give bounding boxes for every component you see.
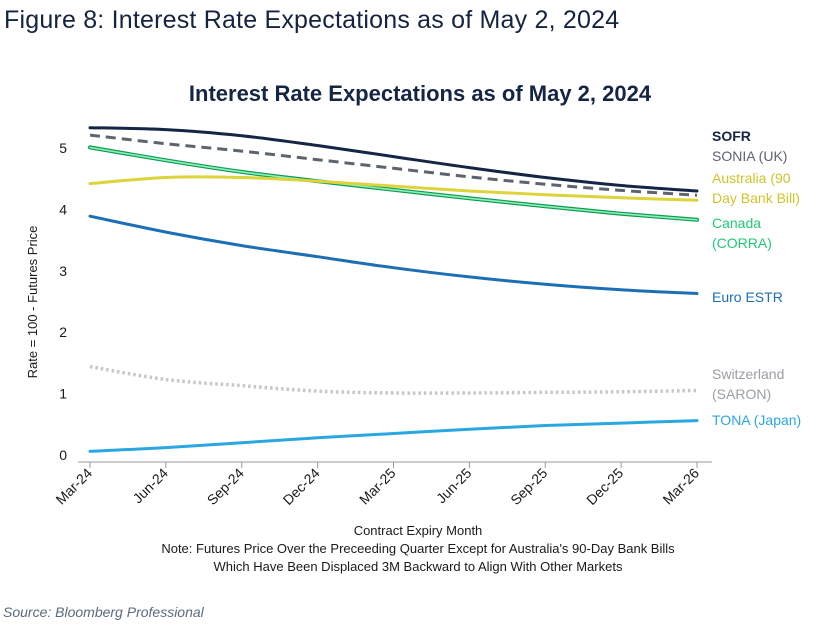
y-axis-title: Rate = 100 - Futures Price (25, 226, 40, 379)
series-label-canada-corra: Canada (712, 215, 761, 231)
x-tick-label: Jun-25 (433, 465, 475, 507)
y-tick-label: 3 (59, 263, 67, 279)
x-tick-label: Mar-24 (52, 465, 95, 508)
note-line-1: Note: Futures Price Over the Preceeding … (161, 541, 675, 556)
series-label-australia-90-day-bank-bill: Australia (90 (712, 170, 791, 186)
y-tick-label: 4 (59, 201, 67, 217)
y-tick-label: 2 (59, 324, 67, 340)
series-labels: SOFR SONIA (UK) Australia (90 Day Bank Bill… (712, 128, 801, 428)
x-tick-label: Sep-25 (507, 465, 550, 508)
x-tick-label: Mar-26 (659, 465, 702, 508)
series-line-sofr (88, 126, 699, 193)
x-tick-label: Sep-24 (204, 465, 247, 508)
y-tick-label: 5 (59, 140, 67, 156)
note-line-2: Which Have Been Displaced 3M Backward to… (214, 559, 623, 574)
x-tick-label: Dec-24 (280, 465, 323, 508)
axes: 0 1 2 3 4 5 Mar-24 Jun-24 Sep-24 Dec-24 Mar-25 Jun-… (52, 140, 712, 508)
x-axis-title: Contract Expiry Month (354, 523, 483, 538)
y-tick-label: 0 (59, 447, 67, 463)
chart-title: Interest Rate Expectations as of May 2, … (189, 81, 652, 106)
source-note: Source: Bloomberg Professional (3, 604, 204, 620)
series-label-sofr: SOFR (712, 128, 751, 144)
series-line-tona-japan (88, 419, 699, 453)
y-tick-label: 1 (59, 386, 67, 402)
series-label-tona-japan: TONA (Japan) (712, 412, 801, 428)
series-line-canada-corra (89, 146, 698, 221)
series-line-euro-estr (88, 214, 699, 295)
series-label-switzerland-saron: (SARON) (712, 386, 771, 402)
series-line-switzerland-saron (89, 364, 698, 395)
figure-heading: Figure 8: Interest Rate Expectations as … (4, 6, 620, 34)
x-tick-label: Dec-25 (583, 465, 626, 508)
series-layer (88, 126, 699, 453)
x-tick-label: Mar-25 (356, 465, 399, 508)
series-label-sonia-uk: SONIA (UK) (712, 148, 787, 164)
series-label-euro-estr: Euro ESTR (712, 289, 783, 305)
series-label-switzerland-saron: Switzerland (712, 366, 784, 382)
line-chart: Interest Rate Expectations as of May 2, … (25, 81, 801, 574)
series-label-canada-corra: (CORRA) (712, 235, 772, 251)
x-tick-label: Jun-24 (129, 465, 171, 507)
series-line-sonia-uk (89, 133, 698, 197)
series-line-australia-90-day-bank-bill (88, 175, 699, 202)
series-label-australia-90-day-bank-bill: Day Bank Bill) (712, 190, 800, 206)
